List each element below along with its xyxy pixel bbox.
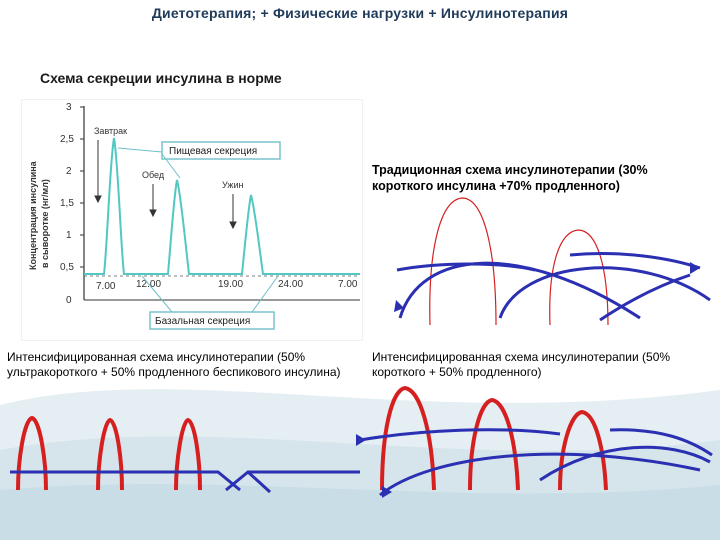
normal-secretion-chart: Концентрация инсулина в сыворотке (нг/мл… xyxy=(22,100,362,340)
norm-food-secretion-box xyxy=(161,141,281,160)
norm-xtick-19: 19.00 xyxy=(218,279,243,290)
norm-xtick-7: 7.00 xyxy=(96,281,116,292)
norm-label-lunch: Обед xyxy=(142,170,165,180)
norm-ytick-3: 3 xyxy=(66,102,72,113)
norm-label-breakfast: Завтрак xyxy=(94,126,127,136)
page-title: Диетотерапия; + Физические нагрузки + Ин… xyxy=(151,5,569,21)
norm-basal-secretion-label: Базальная секреция xyxy=(155,316,250,327)
norm-ylabel-2: в сыворотке (нг/мл) xyxy=(40,179,50,268)
norm-insulin-curve xyxy=(84,137,360,275)
norm-ytick-1-5: 1,5 xyxy=(60,198,74,209)
norm-section-title: Схема секреции инсулина в норме xyxy=(40,70,282,86)
norm-ytick-2: 2 xyxy=(66,166,72,177)
norm-food-secretion-label: Пищевая секреция xyxy=(169,146,257,157)
norm-xtick-7b: 7.00 xyxy=(338,279,358,290)
intensive-short-caption: Интенсифицированная схема инсулинотерапи… xyxy=(372,350,671,379)
norm-ytick-1: 1 xyxy=(66,230,72,241)
intensive-ultrashort-caption: Интенсифицированная схема инсулинотерапи… xyxy=(7,350,341,379)
norm-ytick-0-5: 0,5 xyxy=(60,262,74,273)
norm-ytick-2-5: 2,5 xyxy=(60,134,74,145)
norm-xtick-24: 24.00 xyxy=(278,279,303,290)
norm-ytick-0: 0 xyxy=(66,295,72,306)
norm-label-dinner: Ужин xyxy=(222,180,243,190)
traditional-scheme-caption: Традиционная схема инсулинотерапии (30% … xyxy=(372,163,648,193)
norm-ylabel-1: Концентрация инсулина xyxy=(28,160,38,270)
normal-secretion-svg: Концентрация инсулина в сыворотке (нг/мл… xyxy=(28,102,360,330)
norm-basal-secretion-box xyxy=(149,311,275,330)
